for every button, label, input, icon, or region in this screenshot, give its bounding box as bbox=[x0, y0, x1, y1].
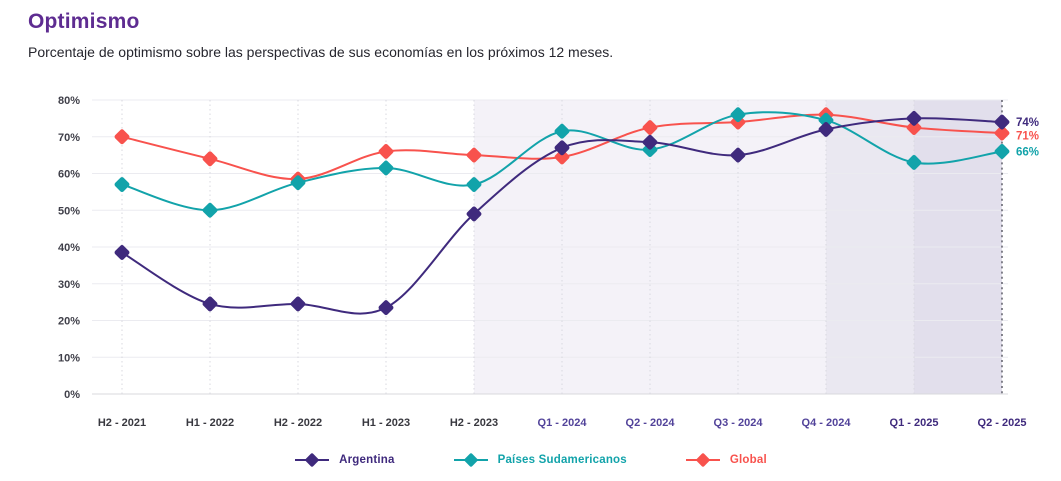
series-point-paises-sudamericanos bbox=[906, 155, 922, 170]
series-point-global bbox=[906, 120, 922, 136]
x-tick-label: Q1 - 2024 bbox=[538, 417, 588, 429]
optimism-line-chart: 0% 10% 20% 30% 40% 50% 60% 70% 80% H2 - 2021 H1 - … bbox=[58, 95, 1039, 429]
series-point-argentina bbox=[290, 296, 306, 312]
page-title: Optimismo bbox=[28, 10, 140, 33]
y-tick-label: 30% bbox=[58, 279, 80, 291]
series-point-global bbox=[202, 151, 218, 167]
series-point-global bbox=[554, 149, 570, 165]
x-tick-label: H1 - 2022 bbox=[186, 417, 234, 429]
series-point-argentina bbox=[906, 110, 922, 126]
y-tick-label: 10% bbox=[58, 352, 80, 364]
chart-legend: Argentina Países Sudamericanos Global bbox=[0, 452, 1061, 468]
y-tick-label: 70% bbox=[58, 132, 80, 144]
series-point-global bbox=[466, 147, 482, 163]
series-point-argentina bbox=[642, 134, 658, 150]
y-tick-label: 20% bbox=[58, 316, 80, 328]
series-point-global bbox=[114, 129, 130, 145]
series-point-argentina bbox=[818, 121, 834, 137]
x-tick-label: H1 - 2023 bbox=[362, 417, 410, 429]
series-point-paises-sudamericanos bbox=[202, 202, 218, 218]
series-point-argentina bbox=[554, 140, 570, 156]
series-point-argentina bbox=[730, 147, 746, 163]
legend-item-global: Global bbox=[685, 452, 767, 468]
legend-label: Argentina bbox=[339, 454, 395, 466]
series-end-value-label: 66% bbox=[1016, 146, 1039, 158]
y-tick-label: 50% bbox=[58, 205, 80, 217]
y-tick-label: 0% bbox=[64, 389, 80, 401]
y-tick-label: 60% bbox=[58, 169, 80, 181]
legend-label: Países Sudamericanos bbox=[497, 454, 627, 466]
x-tick-label: H2 - 2021 bbox=[98, 417, 146, 429]
x-tick-label: H2 - 2023 bbox=[450, 417, 498, 429]
legend-marker-icon bbox=[295, 453, 330, 467]
legend-marker-icon bbox=[685, 453, 720, 467]
y-tick-label: 80% bbox=[58, 95, 80, 107]
series-end-value-label: 71% bbox=[1016, 131, 1039, 143]
series-point-paises-sudamericanos bbox=[466, 177, 482, 192]
chart-subtitle: Porcentaje de optimismo sobre las perspe… bbox=[28, 44, 614, 60]
y-tick-label: 40% bbox=[58, 242, 80, 254]
series-point-paises-sudamericanos bbox=[378, 160, 394, 176]
legend-label: Global bbox=[729, 454, 767, 466]
series-point-paises-sudamericanos bbox=[290, 175, 306, 191]
series-point-argentina bbox=[378, 300, 394, 316]
legend-item-argentina: Argentina bbox=[294, 452, 394, 468]
series-point-paises-sudamericanos bbox=[994, 144, 1010, 159]
series-point-global bbox=[994, 125, 1010, 141]
x-tick-label: Q1 - 2025 bbox=[890, 417, 939, 429]
series-point-global bbox=[642, 120, 658, 136]
x-tick-label: Q4 - 2024 bbox=[802, 417, 852, 429]
x-tick-label: Q2 - 2025 bbox=[978, 417, 1027, 429]
x-tick-label: H2 - 2022 bbox=[274, 417, 322, 429]
legend-marker-icon bbox=[453, 453, 488, 467]
series-line-argentina bbox=[121, 117, 1003, 315]
x-tick-label: Q2 - 2024 bbox=[626, 417, 676, 429]
series-point-argentina bbox=[202, 296, 218, 312]
series-point-paises-sudamericanos bbox=[554, 123, 570, 139]
series-point-paises-sudamericanos bbox=[730, 107, 746, 123]
series-point-argentina bbox=[114, 245, 130, 260]
series-point-paises-sudamericanos bbox=[114, 177, 130, 192]
series-point-global bbox=[378, 144, 394, 159]
x-tick-label: Q3 - 2024 bbox=[714, 417, 764, 429]
series-point-argentina bbox=[994, 114, 1010, 130]
series-point-argentina bbox=[466, 206, 482, 222]
series-end-value-label: 74% bbox=[1016, 117, 1039, 129]
legend-item-paises-sudamericanos: Países Sudamericanos bbox=[453, 452, 627, 468]
